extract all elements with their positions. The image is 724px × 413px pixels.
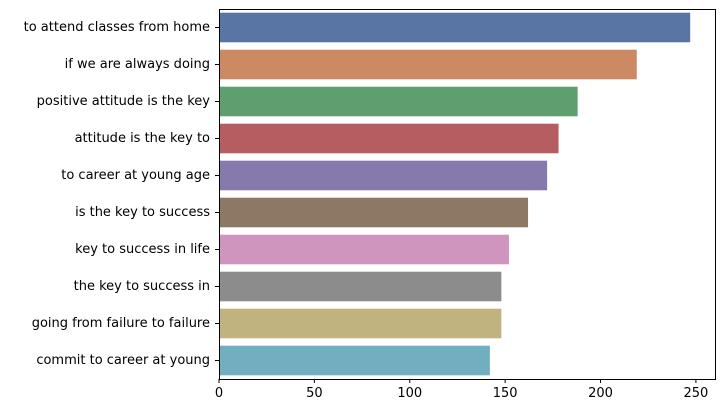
x-tick-label: 0: [215, 386, 223, 401]
y-tick-label: attitude is the key to: [75, 131, 210, 146]
y-tick-label: is the key to success: [75, 205, 210, 220]
bar: [219, 345, 490, 376]
bar: [219, 49, 637, 80]
x-tick-label: 150: [493, 386, 518, 401]
bar: [219, 12, 691, 43]
y-tick-label: key to success in life: [75, 242, 210, 257]
y-tick-label: to career at young age: [61, 168, 210, 183]
y-tick-label: the key to success in: [74, 279, 210, 294]
y-tick-label: going from failure to failure: [32, 316, 210, 331]
x-tick-label: 50: [306, 386, 323, 401]
x-axis-ticks: 0 50 100 150 200 250: [215, 379, 708, 401]
bar: [219, 86, 578, 117]
bar: [219, 123, 559, 154]
bars-layer: [219, 12, 691, 376]
x-tick-label: 100: [397, 386, 422, 401]
bar: [219, 234, 509, 265]
y-tick-label: if we are always doing: [65, 57, 210, 72]
plot-frame: [219, 9, 716, 380]
y-tick-label: commit to career at young: [36, 353, 210, 368]
x-tick-label: 200: [588, 386, 613, 401]
bar: [219, 308, 502, 339]
bar: [219, 197, 529, 228]
y-axis-ticks: to attend classes from home if we are alw…: [24, 20, 219, 368]
bar: [219, 160, 548, 191]
bar: [219, 271, 502, 302]
y-tick-label: positive attitude is the key: [37, 94, 211, 109]
x-tick-label: 250: [684, 386, 709, 401]
y-tick-label: to attend classes from home: [24, 20, 210, 35]
